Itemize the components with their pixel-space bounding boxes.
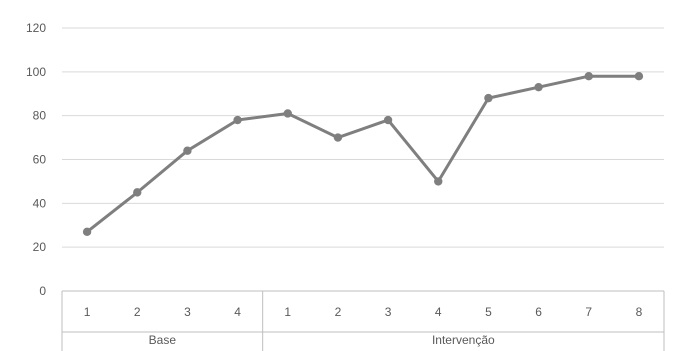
data-point bbox=[283, 109, 292, 118]
x-tick-label: 3 bbox=[385, 305, 392, 319]
data-point bbox=[434, 177, 443, 186]
label-layer: 0 20 40 60 80 100 120 Base Intervenção 1 2 3 4 1 2 3 4 5 6… bbox=[26, 21, 643, 347]
data-point bbox=[133, 188, 142, 197]
y-tick-label: 120 bbox=[26, 21, 46, 35]
y-tick-label: 0 bbox=[39, 284, 46, 298]
data-point bbox=[333, 133, 343, 142]
x-tick-label: 2 bbox=[335, 305, 342, 319]
x-tick-label: 1 bbox=[284, 305, 291, 319]
x-tick-label: 1 bbox=[84, 305, 91, 319]
series-line bbox=[85, 74, 641, 234]
x-tick-label: 5 bbox=[485, 305, 492, 319]
data-point bbox=[634, 72, 644, 81]
x-tick-label: 2 bbox=[134, 305, 141, 319]
y-tick-label: 80 bbox=[33, 109, 47, 123]
x-tick-label: 8 bbox=[636, 305, 643, 319]
series-layer bbox=[82, 72, 644, 237]
x-tick-label: 3 bbox=[184, 305, 191, 319]
data-point bbox=[534, 82, 543, 92]
axis-layer bbox=[61, 290, 665, 351]
group-label: Intervenção bbox=[432, 333, 495, 347]
data-point bbox=[383, 115, 393, 125]
y-tick-label: 20 bbox=[33, 240, 47, 254]
data-point bbox=[233, 115, 242, 125]
data-point bbox=[183, 146, 192, 155]
grid-layer bbox=[62, 27, 664, 248]
y-tick-label: 100 bbox=[26, 65, 46, 79]
group-label: Base bbox=[149, 333, 177, 347]
x-tick-label: 4 bbox=[435, 305, 442, 319]
x-tick-label: 4 bbox=[234, 305, 241, 319]
x-tick-label: 6 bbox=[535, 305, 542, 319]
data-point bbox=[484, 93, 493, 103]
y-tick-label: 40 bbox=[33, 196, 47, 210]
y-tick-label: 60 bbox=[33, 153, 47, 167]
x-tick-label: 7 bbox=[585, 305, 592, 319]
data-point bbox=[82, 227, 92, 237]
data-point bbox=[584, 72, 593, 81]
